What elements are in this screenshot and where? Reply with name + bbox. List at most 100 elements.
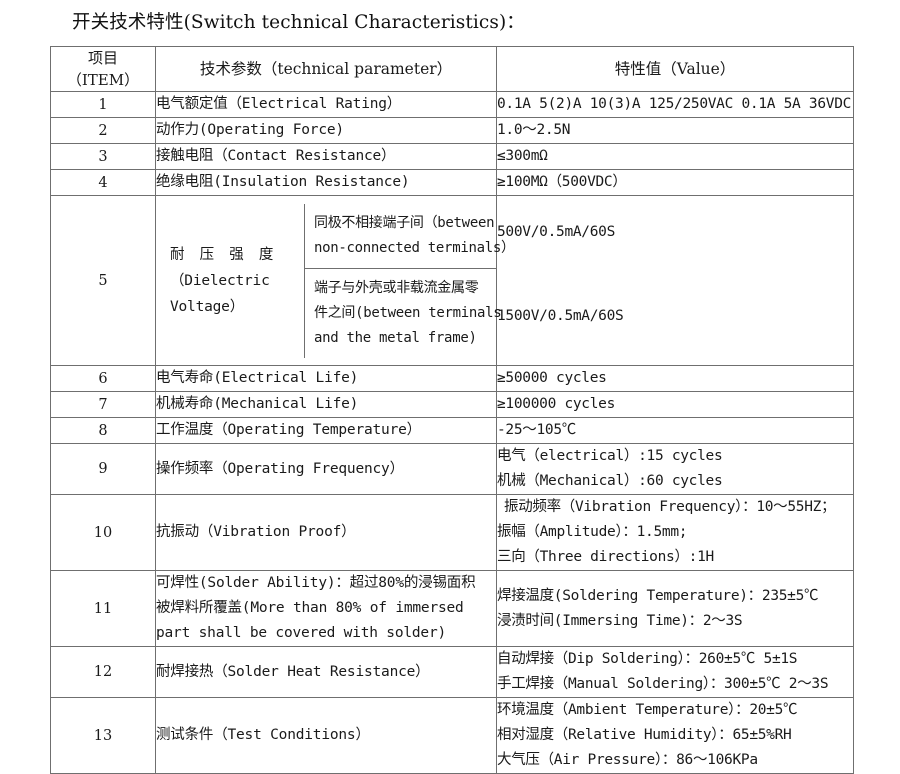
row-value: 0.1A 5(2)A 10(3)A 125/250VAC 0.1A 5A 36V… [496,91,854,118]
dielectric-condition-1: 同极不相接端子间（between non-connected terminals… [304,203,515,269]
row-parameter: 机械寿命(Mechanical Life) [155,391,497,418]
row-parameter: 测试条件（Test Conditions） [155,697,497,774]
row-value: 振动频率（Vibration Frequency）：10～55HZ； 振幅（Am… [496,494,854,571]
condition-line: and the metal frame) [314,329,477,346]
dielectric-value-row-top: 500V/0.5mA/60S [497,196,853,268]
table-row: 10 抗振动（Vibration Proof） 振动频率（Vibration F… [50,494,854,571]
value-line: -25～105℃ [497,422,576,438]
row-value: 自动焊接（Dip Soldering）：260±5℃ 5±1S 手工焊接（Man… [496,646,854,698]
row-value: ≥50000 cycles [496,365,854,392]
row-value: ≥100MΩ（500VDC） [496,169,854,196]
row-item-number: 8 [50,417,156,444]
dielectric-value-row-bottom: 1500V/0.5mA/60S [497,268,853,365]
table-row: 9 操作频率（Operating Frequency） 电气（electrica… [50,443,854,495]
value-line: 相对湿度（Relative Humidity）：65±5%RH [497,727,792,743]
value-line: 环境温度（Ambient Temperature）：20±5℃ [497,702,798,718]
value-line: 大气压（Air Pressure）：86～106KPa [497,752,758,768]
dielectric-label-line2: （Dielectric [170,272,270,289]
row-item-number: 9 [50,443,156,495]
parameter-line: 被焊料所覆盖(More than 80% of immersed part [156,600,464,641]
row-parameter: 绝缘电阻(Insulation Resistance) [155,169,497,196]
row-parameter: 电气寿命(Electrical Life) [155,365,497,392]
row-item-number: 3 [50,143,156,170]
value-line: 振幅（Amplitude）：1.5mm; [497,524,688,540]
row-item-number: 11 [50,570,156,647]
page-title: 开关技术特性(Switch technical Characteristics)… [72,12,525,33]
value-line: 0.1A 5(2)A 10(3)A 125/250VAC 0.1A 5A 36V… [497,96,852,112]
value-line: 电气（electrical）:15 cycles [497,448,723,464]
dielectric-condition-2: 端子与外壳或非载流金属零 件之间(between terminals and t… [305,268,502,358]
table-body: 1 电气额定值（Electrical Rating） 0.1A 5(2)A 10… [50,91,854,774]
table-row-dielectric: 5 耐 压 强 度 （Dielectric Voltage） 同极不相接端子间（… [50,195,854,366]
value-line: 焊接温度(Soldering Temperature)：235±5℃ [497,587,819,604]
dielectric-subrow-top: 耐 压 强 度 （Dielectric Voltage） 同极不相接端子间（be… [156,203,515,358]
document-page: 开关技术特性(Switch technical Characteristics)… [50,12,854,774]
value-line: 机械（Mechanical）:60 cycles [497,473,723,489]
row-parameter: 抗振动（Vibration Proof） [155,494,497,571]
row-item-number: 7 [50,391,156,418]
row-value: 焊接温度(Soldering Temperature)：235±5℃ 浸渍时间(… [496,570,854,647]
row-value: ≤300mΩ [496,143,854,170]
row-item-number: 4 [50,169,156,196]
row-parameter: 可焊性(Solder Ability)：超过80%的浸锡面积 被焊料所覆盖(Mo… [155,570,497,647]
table-row: 4 绝缘电阻(Insulation Resistance) ≥100MΩ（500… [50,169,854,196]
row-parameter: 工作温度（Operating Temperature） [155,417,497,444]
table-row: 1 电气额定值（Electrical Rating） 0.1A 5(2)A 10… [50,91,854,118]
row-item-number: 5 [50,195,156,366]
row-item-number: 1 [50,91,156,118]
parameter-line: 可焊性(Solder Ability)：超过80%的浸锡面积 [156,575,476,591]
row-value: 电气（electrical）:15 cycles 机械（Mechanical）:… [496,443,854,495]
value-line: 1.0～2.5N [497,122,571,138]
condition-line: 同极不相接端子间（between [314,214,495,231]
condition-line: 端子与外壳或非载流金属零 [314,279,479,296]
table-row: 12 耐焊接热（Solder Heat Resistance） 自动焊接（Dip… [50,646,854,698]
header-item: 项目 （ITEM） [50,46,156,92]
table-row: 7 机械寿命(Mechanical Life) ≥100000 cycles [50,391,854,418]
dielectric-value-table: 500V/0.5mA/60S 1500V/0.5mA/60S [497,196,853,365]
header-parameter: 技术参数（technical parameter） [155,46,497,92]
header-item-line1: 项目 [87,49,118,67]
row-parameter: 电气额定值（Electrical Rating） [155,91,497,118]
row-parameter: 动作力(Operating Force) [155,117,497,144]
value-line: ≥100MΩ（500VDC） [497,174,627,190]
condition-line: non-connected terminals） [314,239,515,256]
row-value: 环境温度（Ambient Temperature）：20±5℃ 相对湿度（Rel… [496,697,854,774]
value-line: ≤300mΩ [497,148,548,164]
row-parameter-dielectric: 耐 压 强 度 （Dielectric Voltage） 同极不相接端子间（be… [155,195,515,366]
value-line: 浸渍时间(Immersing Time)：2～3S [497,612,743,629]
row-item-number: 6 [50,365,156,392]
value-line: ≥100000 cycles [497,396,616,412]
parameter-line: shall be covered with solder) [198,625,447,641]
value-line: 1500V/0.5mA/60S [497,308,624,324]
dielectric-label-line1: 耐 压 强 度 [170,246,277,263]
row-value: ≥100000 cycles [496,391,854,418]
table-row: 11 可焊性(Solder Ability)：超过80%的浸锡面积 被焊料所覆盖… [50,570,854,647]
row-item-number: 13 [50,697,156,774]
row-item-number: 10 [50,494,156,571]
dielectric-nested-table: 耐 压 强 度 （Dielectric Voltage） 同极不相接端子间（be… [156,203,515,358]
dielectric-value-2: 1500V/0.5mA/60S [497,268,853,365]
table-row: 3 接触电阻（Contact Resistance） ≤300mΩ [50,143,854,170]
value-line: 500V/0.5mA/60S [497,223,616,240]
value-line: 振动频率（Vibration Frequency）：10～55HZ； [504,499,836,515]
value-line: ≥50000 cycles [497,370,607,386]
dielectric-value-1: 500V/0.5mA/60S [497,196,853,268]
value-line: 手工焊接（Manual Soldering）：300±5℃ 2～3S [497,676,829,692]
row-value: -25～105℃ [496,417,854,444]
table-row: 2 动作力(Operating Force) 1.0～2.5N [50,117,854,144]
table-row: 6 电气寿命(Electrical Life) ≥50000 cycles [50,365,854,392]
row-value-dielectric: 500V/0.5mA/60S 1500V/0.5mA/60S [496,195,854,366]
row-item-number: 2 [50,117,156,144]
table-row: 8 工作温度（Operating Temperature） -25～105℃ [50,417,854,444]
row-item-number: 12 [50,646,156,698]
value-line: 自动焊接（Dip Soldering）：260±5℃ 5±1S [497,651,798,667]
row-value: 1.0～2.5N [496,117,854,144]
dielectric-subrow-bottom: 端子与外壳或非载流金属零 件之间(between terminals and t… [156,268,502,358]
header-item-line2: （ITEM） [66,71,140,89]
table-row: 13 测试条件（Test Conditions） 环境温度（Ambient Te… [50,697,854,774]
table-header: 项目 （ITEM） 技术参数（technical parameter） 特性值（… [50,46,854,92]
dielectric-label-line3: Voltage） [170,298,245,315]
header-row: 项目 （ITEM） 技术参数（technical parameter） 特性值（… [50,46,854,92]
value-line: 三向（Three directions）:1H [497,549,714,565]
switch-characteristics-table: 项目 （ITEM） 技术参数（technical parameter） 特性值（… [50,46,854,774]
